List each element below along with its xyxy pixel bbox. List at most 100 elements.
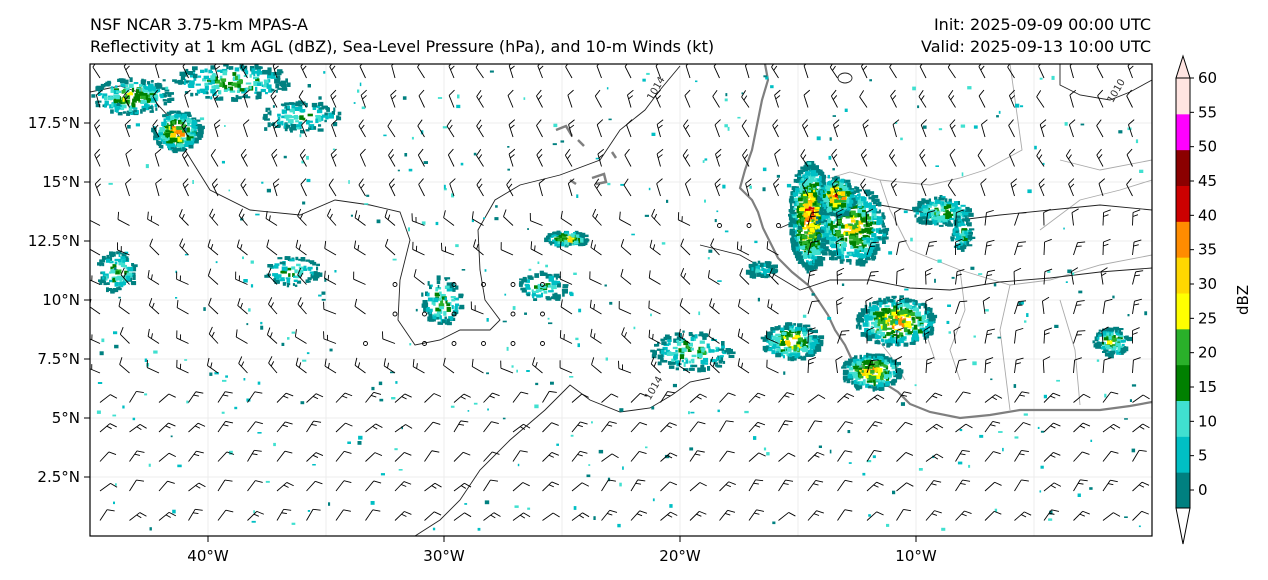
wind-barb (596, 119, 604, 138)
reflectivity-cell (553, 273, 560, 278)
reflectivity-cell (306, 178, 311, 183)
wind-barb (247, 421, 263, 433)
reflectivity-cell (864, 189, 871, 194)
reflectivity-cell (318, 96, 322, 100)
reflectivity-cell (917, 320, 922, 323)
reflectivity-cell (773, 270, 778, 273)
reflectivity-cell (312, 464, 316, 466)
reflectivity-cell (189, 81, 192, 86)
reflectivity-cell (945, 211, 952, 215)
reflectivity-cell (580, 238, 583, 241)
reflectivity-cell (903, 342, 909, 347)
reflectivity-cell (133, 109, 137, 113)
reflectivity-cell (101, 255, 106, 260)
reflectivity-cell (112, 414, 117, 417)
reflectivity-cell (434, 317, 439, 320)
reflectivity-cell (770, 270, 775, 274)
reflectivity-cell (185, 118, 190, 123)
reflectivity-cell (232, 72, 237, 76)
reflectivity-cell (122, 97, 125, 102)
reflectivity-cell (800, 179, 806, 183)
reflectivity-cell (207, 79, 212, 82)
wind-barb (117, 211, 130, 226)
reflectivity-cell (713, 362, 718, 365)
reflectivity-cell (222, 70, 228, 76)
reflectivity-cell (198, 130, 203, 135)
reflectivity-cell (953, 201, 958, 206)
reflectivity-cell (1042, 162, 1045, 166)
reflectivity-cell (166, 111, 169, 115)
wind-barb (208, 326, 219, 344)
reflectivity-cell (866, 223, 870, 227)
reflectivity-cell (292, 109, 295, 114)
wind-barb (359, 148, 366, 167)
reflectivity-cell (868, 230, 874, 235)
wind-barb (977, 148, 986, 167)
reflectivity-cell (836, 202, 842, 205)
reflectivity-cell (336, 115, 340, 120)
reflectivity-cell (204, 85, 209, 91)
reflectivity-cell (802, 348, 808, 353)
reflectivity-cell (678, 336, 682, 342)
reflectivity-cell (918, 208, 925, 211)
reflectivity-cell (815, 220, 819, 224)
reflectivity-cell (852, 374, 858, 379)
reflectivity-cell (912, 301, 916, 305)
reflectivity-cell (502, 417, 506, 420)
reflectivity-cell (831, 177, 835, 180)
reflectivity-cell (805, 268, 810, 271)
wind-barb (655, 64, 662, 79)
reflectivity-cell (1111, 348, 1114, 352)
reflectivity-cell (801, 178, 804, 181)
reflectivity-cell (277, 113, 281, 117)
reflectivity-cell (527, 507, 531, 510)
reflectivity-cell (645, 446, 648, 449)
reflectivity-cell (123, 84, 129, 88)
reflectivity-cell (323, 71, 326, 74)
reflectivity-cell (850, 199, 854, 203)
reflectivity-cell (727, 126, 730, 131)
reflectivity-cell (844, 210, 850, 213)
reflectivity-cell (264, 118, 270, 121)
reflectivity-cell (765, 76, 769, 80)
wind-barb (448, 64, 455, 79)
reflectivity-cell (890, 340, 895, 344)
reflectivity-cell (932, 211, 938, 216)
reflectivity-cell (108, 288, 113, 291)
reflectivity-cell (891, 335, 895, 338)
reflectivity-cell (856, 189, 862, 192)
reflectivity-cell (264, 82, 267, 88)
reflectivity-cell (872, 195, 878, 198)
reflectivity-cell (929, 326, 935, 332)
wind-barb (266, 327, 278, 344)
reflectivity-cell (1051, 75, 1055, 80)
reflectivity-cell (907, 314, 911, 318)
reflectivity-cell (1020, 105, 1024, 108)
reflectivity-cell (581, 234, 585, 240)
reflectivity-cell (865, 214, 870, 219)
reflectivity-cell (724, 230, 729, 233)
reflectivity-cell (817, 242, 821, 248)
reflectivity-cell (1139, 169, 1144, 173)
wind-barb (766, 359, 779, 374)
wind-barb (500, 242, 514, 256)
wind-barb (866, 394, 885, 403)
reflectivity-cell (184, 91, 189, 94)
reflectivity-cell (831, 199, 838, 202)
reflectivity-cell (877, 201, 882, 207)
reflectivity-cell (871, 199, 874, 202)
reflectivity-cell (725, 93, 728, 97)
reflectivity-cell (318, 107, 325, 110)
reflectivity-cell (776, 174, 780, 178)
reflectivity-cell (810, 343, 816, 347)
reflectivity-cell (699, 331, 704, 336)
wind-barb (890, 178, 897, 197)
reflectivity-cell (716, 348, 719, 352)
reflectivity-cell (185, 68, 189, 74)
reflectivity-cell (876, 219, 883, 225)
reflectivity-cell (813, 245, 817, 249)
reflectivity-cell (555, 275, 558, 280)
reflectivity-cell (436, 315, 442, 320)
reflectivity-cell (869, 315, 873, 320)
reflectivity-cell (1065, 281, 1068, 283)
